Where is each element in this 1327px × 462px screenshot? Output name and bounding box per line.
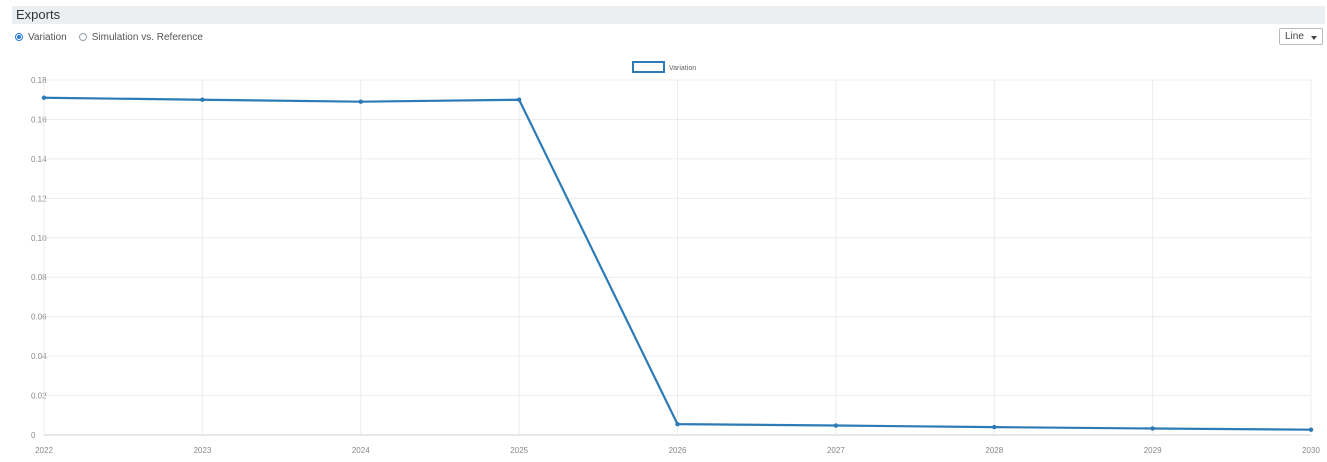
chart-type-select[interactable]: Line <box>1279 28 1323 45</box>
x-tick-label: 2026 <box>669 446 687 455</box>
y-tick-label: 0.10 <box>31 234 47 243</box>
data-point[interactable] <box>833 423 839 428</box>
y-tick-label: 0.14 <box>31 155 47 164</box>
radio-simulation-label: Simulation vs. Reference <box>91 31 203 43</box>
radio-option-simulation-vs-reference[interactable]: Simulation vs. Reference <box>78 31 203 43</box>
y-tick-label: 0.18 <box>31 76 47 85</box>
y-tick-label: 0.16 <box>31 115 47 124</box>
y-tick-label: 0.06 <box>31 313 47 322</box>
x-tick-label: 2028 <box>985 446 1003 455</box>
view-mode-radio-group: Variation Simulation vs. Reference <box>15 30 215 44</box>
data-point[interactable] <box>1308 427 1314 432</box>
x-tick-label: 2024 <box>352 446 370 455</box>
data-point[interactable] <box>41 95 47 100</box>
data-point[interactable] <box>675 421 680 427</box>
radio-variation-label: Variation <box>28 31 67 43</box>
y-tick-label: 0 <box>31 431 36 440</box>
data-point[interactable] <box>516 97 522 102</box>
chart-type-value: Line <box>1285 31 1304 42</box>
x-tick-label: 2025 <box>510 446 528 455</box>
legend-swatch[interactable] <box>632 61 665 73</box>
y-tick-label: 0.02 <box>31 392 47 401</box>
radio-option-variation[interactable]: Variation <box>15 32 67 43</box>
data-point[interactable] <box>358 99 363 104</box>
radio-variation-checked-icon[interactable] <box>15 33 23 41</box>
y-tick-label: 0.08 <box>31 273 47 282</box>
x-tick-label: 2023 <box>193 446 211 455</box>
x-tick-label: 2030 <box>1302 446 1320 455</box>
radio-simulation-unchecked-icon[interactable] <box>78 33 87 41</box>
data-point[interactable] <box>200 97 205 102</box>
y-tick-label: 0.04 <box>31 352 47 361</box>
panel-title: Exports <box>16 7 61 22</box>
y-tick-label: 0.12 <box>31 194 47 203</box>
x-tick-label: 2029 <box>1144 446 1162 455</box>
data-point[interactable] <box>992 424 997 430</box>
x-tick-label: 2022 <box>35 446 53 455</box>
legend-label[interactable]: Variation <box>669 65 696 72</box>
panel-header <box>12 6 1325 24</box>
chevron-down-icon <box>1311 36 1317 40</box>
x-tick-label: 2027 <box>827 446 845 455</box>
data-point[interactable] <box>1150 426 1155 431</box>
